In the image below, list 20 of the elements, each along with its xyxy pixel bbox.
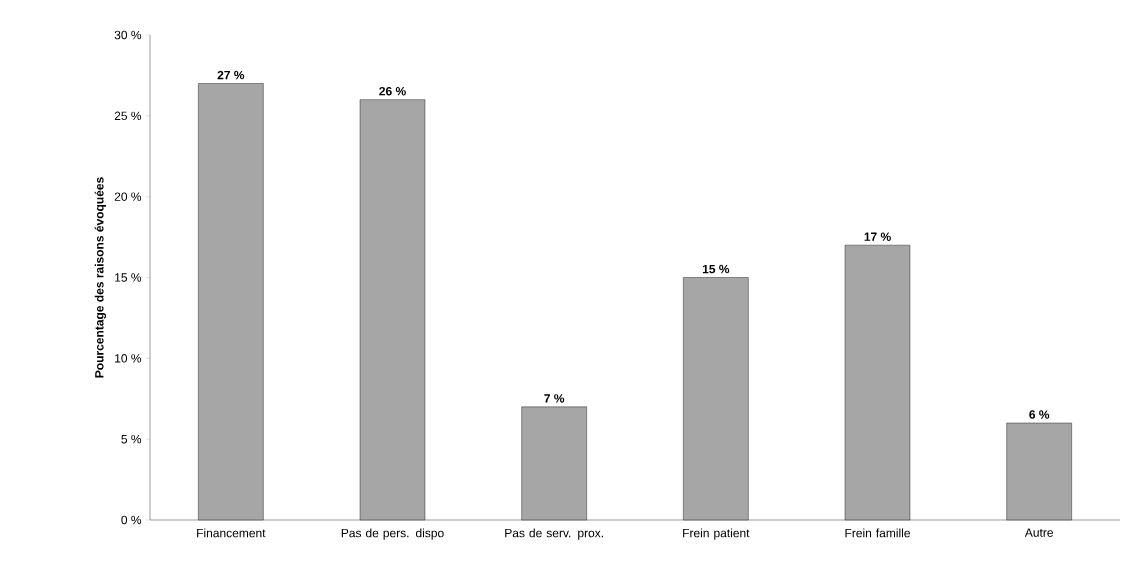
y-tick-label: 15 % (115, 273, 142, 282)
y-axis-title: Pourcentage des raisons évoquées (94, 177, 106, 378)
y-tick-label: 20 % (114, 192, 142, 201)
y-tick-label: 0 % (121, 515, 142, 525)
x-tick-label: Frein famille (845, 528, 910, 538)
x-tick-label: Pas de pers. dispo (341, 528, 444, 540)
y-tick-label: 25 % (114, 111, 142, 121)
x-tick-label: Financement (197, 528, 266, 538)
data-label: 27 % (217, 70, 245, 80)
y-tick-label: 10 % (115, 354, 142, 363)
x-tick-label: Frein patient (683, 528, 750, 540)
x-tick-label: Pas de serv. prox. (505, 528, 603, 540)
data-label: 6 % (1029, 410, 1050, 419)
data-label: 26 % (379, 86, 406, 96)
data-label: 7 % (544, 394, 565, 403)
x-tick-label: Autre (1024, 528, 1053, 537)
data-label: 17 % (864, 232, 891, 241)
y-tick-label: 30 % (114, 30, 142, 40)
y-tick-label: 5 % (121, 434, 142, 444)
data-label: 15 % (702, 264, 730, 274)
